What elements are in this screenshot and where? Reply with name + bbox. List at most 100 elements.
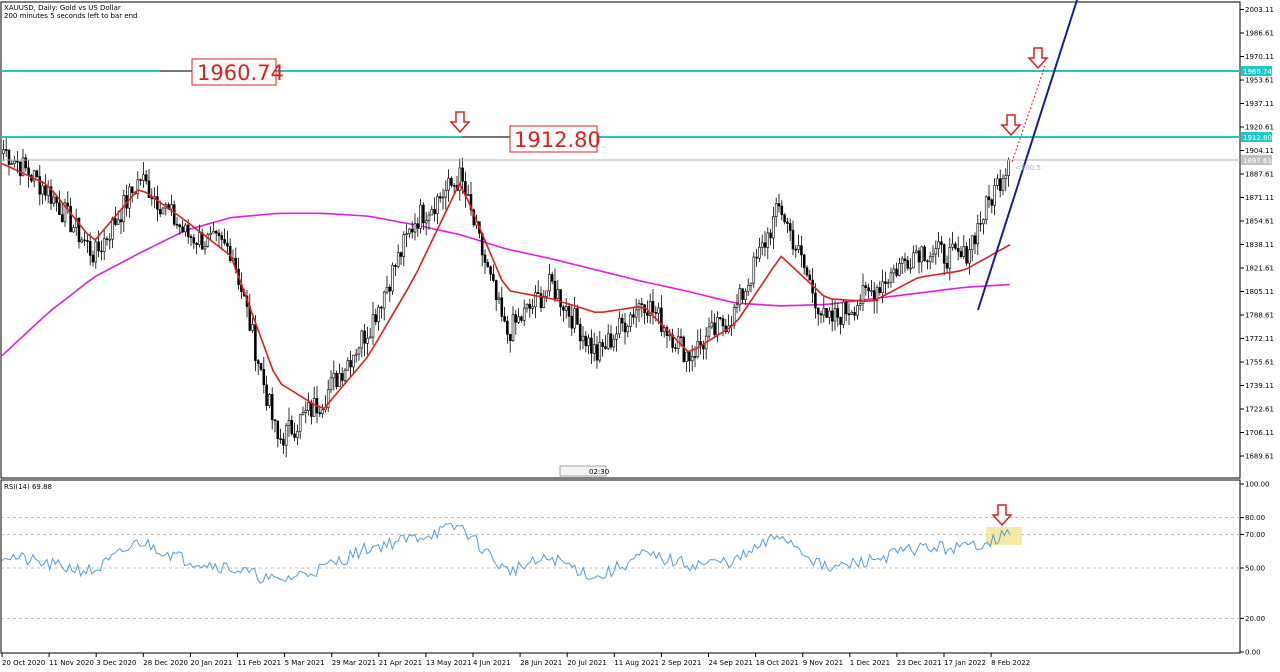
ma-fast-layer (1, 162, 1011, 410)
ma-fast-line (1, 162, 1011, 410)
candle-body (623, 322, 627, 333)
date-tick-label: 23 Dec 2021 (897, 659, 942, 667)
candle-body (466, 194, 470, 196)
candle-body (186, 224, 190, 237)
candle-body (178, 224, 182, 228)
candle-body (41, 185, 44, 195)
candle-body (436, 196, 439, 215)
candle-body (296, 431, 299, 438)
down-arrow-icon (991, 504, 1013, 527)
candle-body (794, 248, 798, 251)
candle-body (119, 219, 123, 223)
candle-body (377, 306, 380, 323)
candle-body (97, 241, 100, 252)
candle-body (206, 234, 210, 247)
candle-body (562, 306, 565, 311)
candle-body (564, 306, 568, 311)
candle-body (486, 262, 490, 268)
candle-body (329, 377, 333, 391)
candle-body (77, 218, 81, 243)
candle-body (88, 240, 92, 256)
price-tick-label: 1722.61 (1245, 406, 1274, 414)
down-arrow-icon (1027, 47, 1049, 70)
candle-body (707, 326, 711, 337)
candle-body (217, 232, 221, 236)
candle-body (394, 265, 397, 267)
candle-body (321, 409, 324, 414)
candle-body (91, 254, 95, 263)
candle-body (550, 274, 554, 282)
candle-body (595, 344, 599, 361)
candle-body (500, 297, 504, 317)
candle-body (914, 250, 918, 254)
candle-body (262, 369, 266, 386)
candle-body (433, 209, 436, 215)
candle-body (696, 341, 700, 358)
candle-body (282, 438, 285, 446)
candle-body (808, 274, 812, 281)
projection-line[interactable] (1011, 65, 1046, 163)
candle-body (273, 419, 277, 422)
rsi-tick-label: 100.00 (1245, 481, 1270, 489)
candle-body (903, 258, 907, 261)
candle-body (27, 167, 30, 176)
candle-body (195, 242, 198, 245)
candle-body (503, 316, 506, 322)
candle-body (805, 267, 809, 276)
rsi-axis: 100.00 80.00 70.00 50.00 20.00 0.00 (1240, 481, 1270, 657)
candle-body (581, 335, 585, 342)
candle-body (539, 293, 543, 308)
date-tick-label: 1 Dec 2021 (850, 659, 890, 667)
candle-body (996, 178, 999, 186)
candle-body (948, 246, 952, 269)
candle-body (349, 360, 352, 368)
candle-body (618, 317, 621, 335)
candle-body (142, 174, 145, 181)
candle-body (391, 265, 394, 292)
candle-body (525, 303, 529, 309)
candle-body (447, 177, 450, 191)
candle-body (10, 163, 14, 165)
candle-body (713, 322, 716, 335)
candle-body (760, 242, 764, 248)
candle-body (584, 335, 588, 347)
candle-body (763, 242, 767, 248)
price-tick-label: 1920.61 (1245, 124, 1274, 132)
candle-body (405, 233, 408, 236)
candle-body (814, 292, 817, 309)
candle-body (310, 402, 313, 417)
candle-body (604, 346, 607, 349)
date-tick-label: 3 Dec 2020 (96, 659, 136, 667)
date-tick-label: 11 Nov 2020 (49, 659, 94, 667)
date-tick-label: 5 Mar 2021 (285, 659, 325, 667)
candle-body (699, 341, 702, 346)
candle-body (878, 287, 882, 294)
candle-body (461, 167, 464, 182)
callout-high-box (191, 58, 277, 86)
candle-body (735, 304, 739, 308)
date-tick-label: 29 Mar 2021 (332, 659, 376, 667)
candle-body (354, 353, 358, 356)
trend-line[interactable] (977, 0, 1078, 311)
candle-body (69, 205, 72, 233)
candle-body (363, 330, 366, 344)
candle-body (928, 256, 932, 263)
price-tick-label: 1706.11 (1245, 429, 1274, 437)
down-arrow-icon (449, 111, 471, 134)
candle-body (307, 402, 310, 411)
candle-body (514, 314, 518, 323)
down-arrow-icon (1000, 114, 1022, 137)
candle-body (74, 218, 78, 228)
rsi-tick-label: 70.00 (1245, 531, 1265, 539)
ma-slow-line (1, 212, 1011, 357)
candle-body (116, 219, 120, 225)
date-tick-label: 28 Dec 2020 (143, 659, 188, 667)
candle-body (156, 196, 159, 210)
candle-body (385, 286, 389, 293)
ma-slow-layer (1, 212, 1011, 357)
rsi-tick-label: 80.00 (1245, 514, 1265, 522)
date-tick-label: 17 Jan 2022 (944, 659, 986, 667)
candle-body (4, 149, 8, 151)
candle-body (1001, 178, 1005, 191)
candle-body (270, 394, 274, 421)
